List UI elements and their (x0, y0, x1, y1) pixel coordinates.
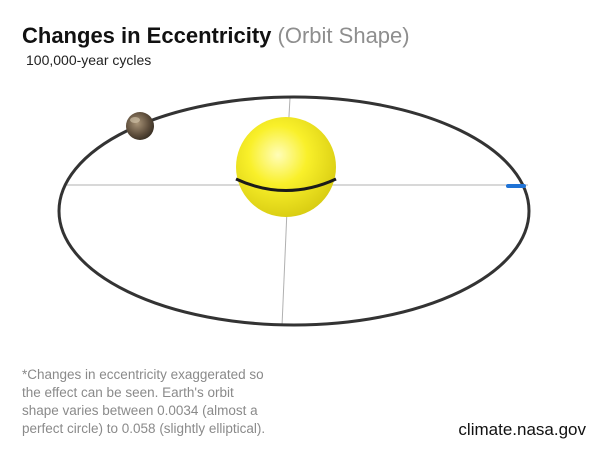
source-credit: climate.nasa.gov (458, 420, 586, 439)
sun (236, 117, 336, 217)
earth (126, 112, 154, 140)
sun-equator (235, 177, 337, 192)
title-sub: (Orbit Shape) (277, 23, 410, 48)
footnote-line: shape varies between 0.0034 (almost a (22, 403, 258, 418)
footnote-line: *Changes in eccentricity exaggerated so (22, 367, 264, 382)
earth-highlight (130, 117, 140, 123)
diagram-title: Changes in Eccentricity (Orbit Shape) (22, 22, 410, 50)
footnote-line: perfect circle) to 0.058 (slightly ellip… (22, 421, 266, 436)
subtitle: 100,000-year cycles (26, 52, 152, 68)
vertical-axis-bottom (281, 209, 288, 327)
footnote-line: the effect can be seen. Earth's orbit (22, 385, 234, 400)
title-main: Changes in Eccentricity (22, 23, 272, 48)
footnote: *Changes in eccentricity exaggerated so … (22, 366, 322, 438)
orbit-ellipse (57, 95, 531, 327)
